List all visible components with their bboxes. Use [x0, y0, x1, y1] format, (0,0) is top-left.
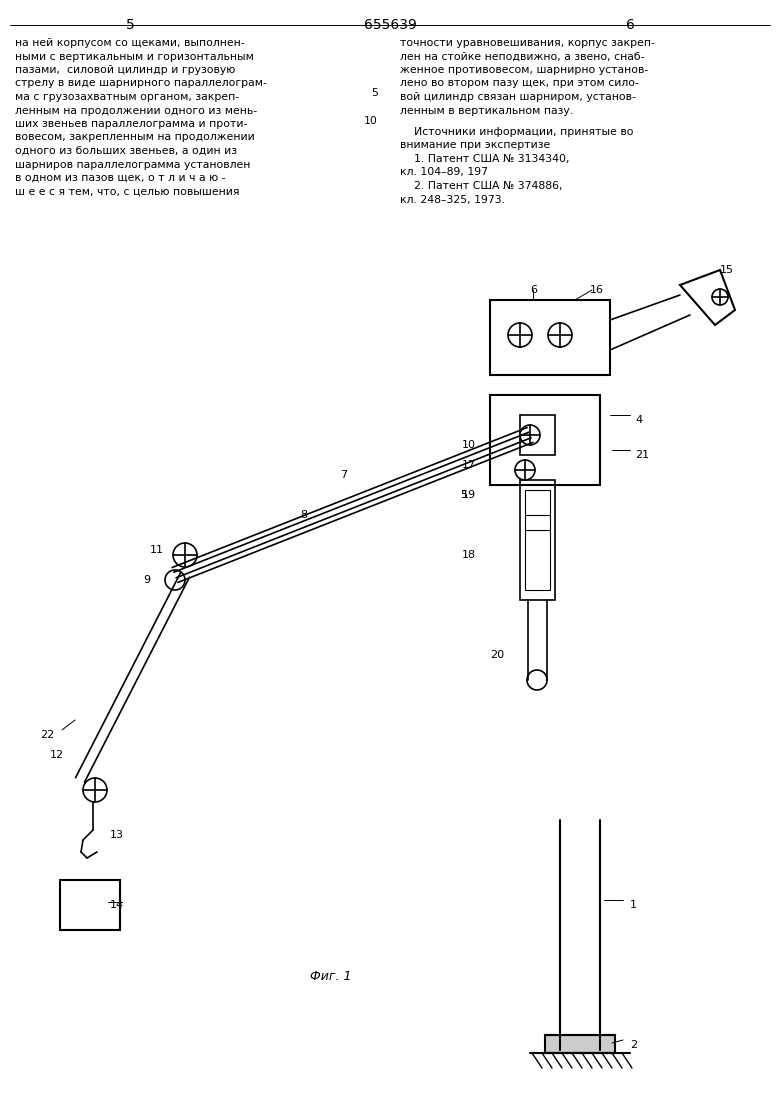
Text: ленным в вертикальном пазу.: ленным в вертикальном пазу.: [400, 106, 573, 116]
Text: на ней корпусом со щеками, выполнен-: на ней корпусом со щеками, выполнен-: [15, 38, 245, 49]
Text: 20: 20: [490, 650, 504, 660]
Text: пазами,  силовой цилиндр и грузовую: пазами, силовой цилиндр и грузовую: [15, 65, 236, 75]
Bar: [520, 480, 555, 600]
Text: ма с грузозахватным органом, закреп-: ма с грузозахватным органом, закреп-: [15, 92, 239, 101]
Text: лен на стойке неподвижно, а звено, снаб-: лен на стойке неподвижно, а звено, снаб-: [400, 52, 644, 62]
Text: 18: 18: [462, 550, 476, 560]
Text: в одном из пазов щек, о т л и ч а ю -: в одном из пазов щек, о т л и ч а ю -: [15, 173, 225, 183]
Text: одного из больших звеньев, а один из: одного из больших звеньев, а один из: [15, 146, 237, 156]
Bar: [520, 415, 555, 456]
Text: Фиг. 1: Фиг. 1: [310, 970, 352, 983]
Text: 13: 13: [110, 829, 124, 840]
Text: 17: 17: [462, 460, 476, 470]
Text: 5: 5: [371, 88, 378, 98]
Text: 2: 2: [630, 1040, 637, 1050]
Text: 6: 6: [530, 285, 537, 295]
Text: 10: 10: [462, 440, 476, 450]
Text: 10: 10: [364, 116, 378, 126]
Text: 2. Патент США № 374886,: 2. Патент США № 374886,: [400, 181, 562, 191]
Text: 6: 6: [626, 18, 634, 32]
Text: 15: 15: [720, 265, 734, 275]
Bar: [545, 1035, 615, 1053]
Text: вовесом, закрепленным на продолжении: вовесом, закрепленным на продолжении: [15, 132, 255, 142]
Text: 12: 12: [50, 750, 64, 760]
Text: 655639: 655639: [363, 18, 417, 32]
Text: стрелу в виде шарнирного параллелограм-: стрелу в виде шарнирного параллелограм-: [15, 78, 267, 88]
Text: вой цилиндр связан шарниром, установ-: вой цилиндр связан шарниром, установ-: [400, 92, 636, 101]
Text: 5: 5: [126, 18, 134, 32]
Text: 16: 16: [590, 285, 604, 295]
Text: 19: 19: [462, 490, 476, 500]
Text: 5: 5: [460, 490, 467, 500]
Bar: [525, 490, 550, 590]
Text: внимание при экспертизе: внимание при экспертизе: [400, 140, 550, 150]
Text: 14: 14: [110, 900, 124, 910]
Bar: [490, 395, 600, 485]
Text: 8: 8: [300, 510, 307, 520]
Text: 21: 21: [635, 450, 649, 460]
Text: ш е е с я тем, что, с целью повышения: ш е е с я тем, что, с целью повышения: [15, 186, 239, 196]
Text: точности уравновешивания, корпус закреп-: точности уравновешивания, корпус закреп-: [400, 38, 655, 49]
Text: 1. Патент США № 3134340,: 1. Патент США № 3134340,: [400, 154, 569, 164]
Text: лено во втором пазу щек, при этом сило-: лено во втором пазу щек, при этом сило-: [400, 78, 639, 88]
Text: кл. 104–89, 197: кл. 104–89, 197: [400, 168, 488, 178]
Text: 1: 1: [630, 900, 637, 910]
Text: шарниров параллелограмма установлен: шарниров параллелограмма установлен: [15, 160, 250, 170]
Bar: [490, 300, 610, 375]
Text: 7: 7: [340, 470, 347, 480]
Bar: [60, 880, 120, 930]
Text: 4: 4: [635, 415, 642, 425]
Text: кл. 248–325, 1973.: кл. 248–325, 1973.: [400, 194, 505, 204]
Text: женное противовесом, шарнирно установ-: женное противовесом, шарнирно установ-: [400, 65, 648, 75]
Text: Источники информации, принятые во: Источники информации, принятые во: [400, 127, 633, 137]
Text: 9: 9: [143, 575, 150, 585]
Text: ших звеньев параллелограмма и проти-: ших звеньев параллелограмма и проти-: [15, 119, 247, 129]
Text: 11: 11: [150, 545, 164, 555]
Text: 22: 22: [40, 730, 55, 740]
Text: ленным на продолжении одного из мень-: ленным на продолжении одного из мень-: [15, 106, 257, 116]
Text: ными с вертикальным и горизонтальным: ными с вертикальным и горизонтальным: [15, 52, 254, 62]
